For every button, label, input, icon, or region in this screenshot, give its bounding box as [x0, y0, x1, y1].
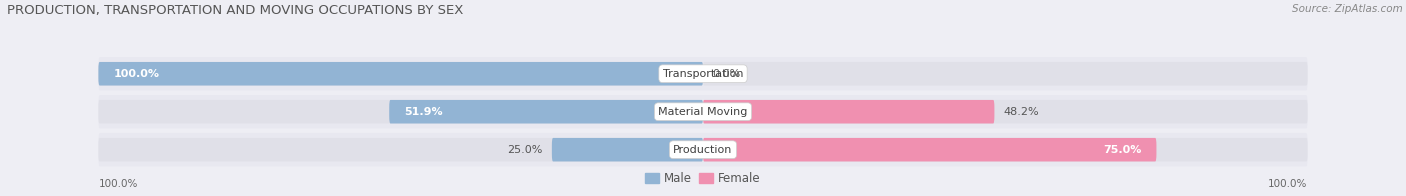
FancyBboxPatch shape	[98, 133, 1308, 166]
FancyBboxPatch shape	[98, 62, 703, 85]
Text: 51.9%: 51.9%	[405, 107, 443, 117]
FancyBboxPatch shape	[98, 62, 703, 85]
Text: 0.0%: 0.0%	[711, 69, 741, 79]
FancyBboxPatch shape	[389, 100, 703, 123]
FancyBboxPatch shape	[703, 138, 1156, 162]
Text: PRODUCTION, TRANSPORTATION AND MOVING OCCUPATIONS BY SEX: PRODUCTION, TRANSPORTATION AND MOVING OC…	[7, 4, 464, 17]
FancyBboxPatch shape	[98, 95, 1308, 128]
FancyBboxPatch shape	[98, 138, 703, 162]
FancyBboxPatch shape	[703, 100, 994, 123]
Text: 100.0%: 100.0%	[1268, 179, 1308, 189]
Text: 48.2%: 48.2%	[1004, 107, 1039, 117]
FancyBboxPatch shape	[98, 100, 703, 123]
Text: Production: Production	[673, 145, 733, 155]
Text: Material Moving: Material Moving	[658, 107, 748, 117]
Legend: Male, Female: Male, Female	[641, 168, 765, 190]
FancyBboxPatch shape	[98, 57, 1308, 91]
FancyBboxPatch shape	[703, 138, 1308, 162]
FancyBboxPatch shape	[703, 100, 1308, 123]
Text: 100.0%: 100.0%	[114, 69, 159, 79]
FancyBboxPatch shape	[551, 138, 703, 162]
FancyBboxPatch shape	[703, 62, 1308, 85]
Text: Transportation: Transportation	[662, 69, 744, 79]
Text: 100.0%: 100.0%	[98, 179, 138, 189]
Text: 75.0%: 75.0%	[1102, 145, 1142, 155]
Text: Source: ZipAtlas.com: Source: ZipAtlas.com	[1292, 4, 1403, 14]
Text: 25.0%: 25.0%	[508, 145, 543, 155]
